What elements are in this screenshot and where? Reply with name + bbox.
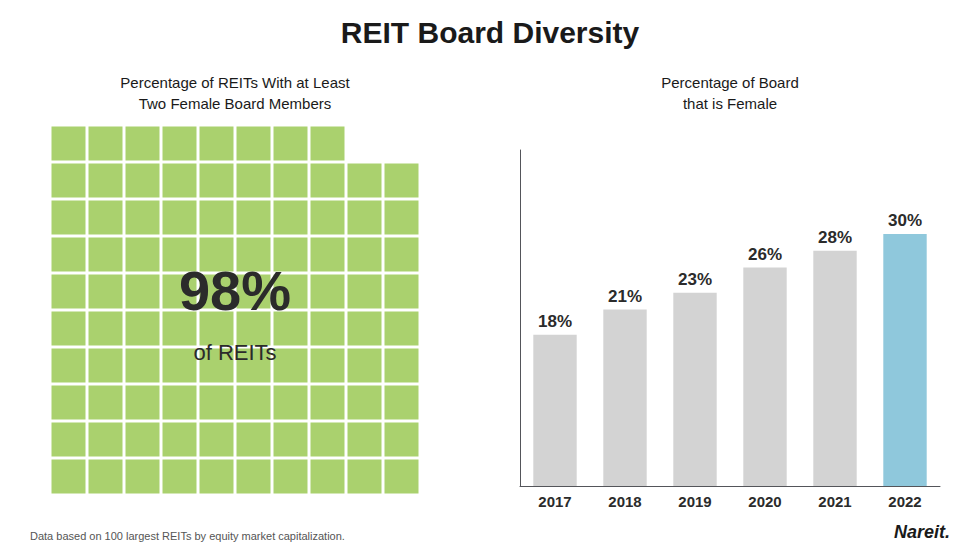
svg-text:2021: 2021: [818, 493, 851, 510]
svg-text:18%: 18%: [538, 312, 572, 331]
svg-text:26%: 26%: [748, 245, 782, 264]
svg-text:2017: 2017: [538, 493, 571, 510]
svg-text:30%: 30%: [888, 211, 922, 230]
svg-text:Nareit.: Nareit.: [894, 522, 950, 542]
svg-text:2022: 2022: [888, 493, 921, 510]
svg-text:23%: 23%: [678, 270, 712, 289]
svg-text:28%: 28%: [818, 228, 852, 247]
svg-text:Two Female Board Members: Two Female Board Members: [139, 95, 332, 112]
svg-text:21%: 21%: [608, 287, 642, 306]
svg-text:REIT Board Diversity: REIT Board Diversity: [341, 16, 640, 49]
svg-text:2018: 2018: [608, 493, 641, 510]
svg-text:Data based on 100 largest REIT: Data based on 100 largest REITs by equit…: [30, 530, 345, 542]
svg-text:that is Female: that is Female: [683, 95, 777, 112]
svg-text:Percentage of Board: Percentage of Board: [661, 74, 799, 91]
svg-text:98%: 98%: [179, 259, 291, 322]
svg-text:of REITs: of REITs: [193, 340, 276, 365]
svg-text:Percentage of REITs With at Le: Percentage of REITs With at Least: [120, 74, 350, 91]
svg-text:2019: 2019: [678, 493, 711, 510]
svg-text:2020: 2020: [748, 493, 781, 510]
